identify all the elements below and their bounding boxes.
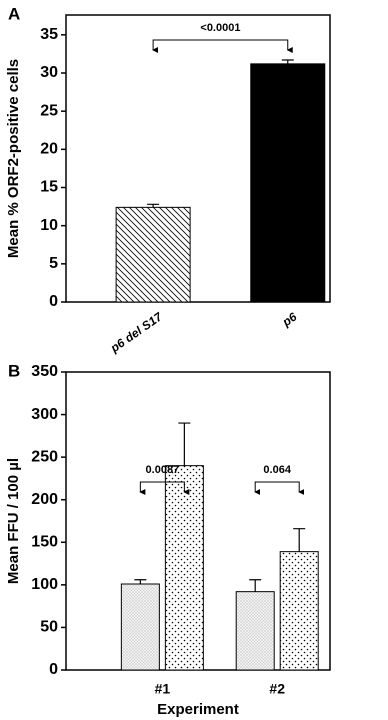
bar: [279, 551, 319, 671]
x-tick-label: p6: [279, 309, 300, 329]
y-tick-label: 5: [49, 255, 58, 272]
bracket: [139, 481, 190, 495]
annotation: 0.0087: [146, 464, 180, 476]
bar: [250, 63, 326, 303]
x-axis-label: Experiment: [157, 701, 239, 718]
error-bar: [134, 579, 147, 585]
panel-label: B: [8, 361, 20, 380]
y-tick-label: 200: [31, 491, 58, 508]
x-tick-label: #1: [155, 681, 171, 697]
y-tick-label: 350: [31, 363, 58, 380]
error-bar: [293, 528, 306, 552]
y-tick-label: 100: [31, 576, 58, 593]
y-tick-label: 25: [40, 102, 58, 119]
annotation: <0.0001: [200, 22, 240, 34]
y-axis-label: Mean % ORF2-positive cells: [5, 59, 22, 258]
error-bar: [281, 59, 294, 64]
panel-label: A: [8, 4, 20, 23]
error-bar: [178, 422, 191, 466]
error-bar: [249, 579, 262, 592]
y-tick-label: 20: [40, 141, 58, 158]
bar: [164, 465, 204, 671]
bracket: [254, 481, 305, 495]
bracket: [152, 39, 293, 53]
x-tick-label: #2: [269, 681, 285, 697]
x-tick-label: p6 del S17: [107, 309, 166, 356]
y-tick-label: 250: [31, 448, 58, 465]
bar: [115, 206, 191, 303]
y-tick-label: 50: [40, 619, 58, 636]
plot-frame: [65, 14, 331, 303]
y-tick-label: 10: [40, 217, 58, 234]
y-tick-label: 35: [40, 26, 58, 43]
y-tick-label: 300: [31, 406, 58, 423]
y-axis-label: Mean FFU / 100 µl: [5, 458, 22, 584]
y-tick-label: 0: [49, 661, 58, 678]
y-tick-label: 15: [40, 179, 58, 196]
bar: [235, 591, 275, 671]
annotation: 0.064: [263, 464, 291, 476]
bar: [120, 583, 160, 671]
error-bar: [147, 203, 160, 208]
y-tick-label: 150: [31, 534, 58, 551]
y-tick-label: 30: [40, 64, 58, 81]
y-tick-label: 0: [49, 293, 58, 310]
